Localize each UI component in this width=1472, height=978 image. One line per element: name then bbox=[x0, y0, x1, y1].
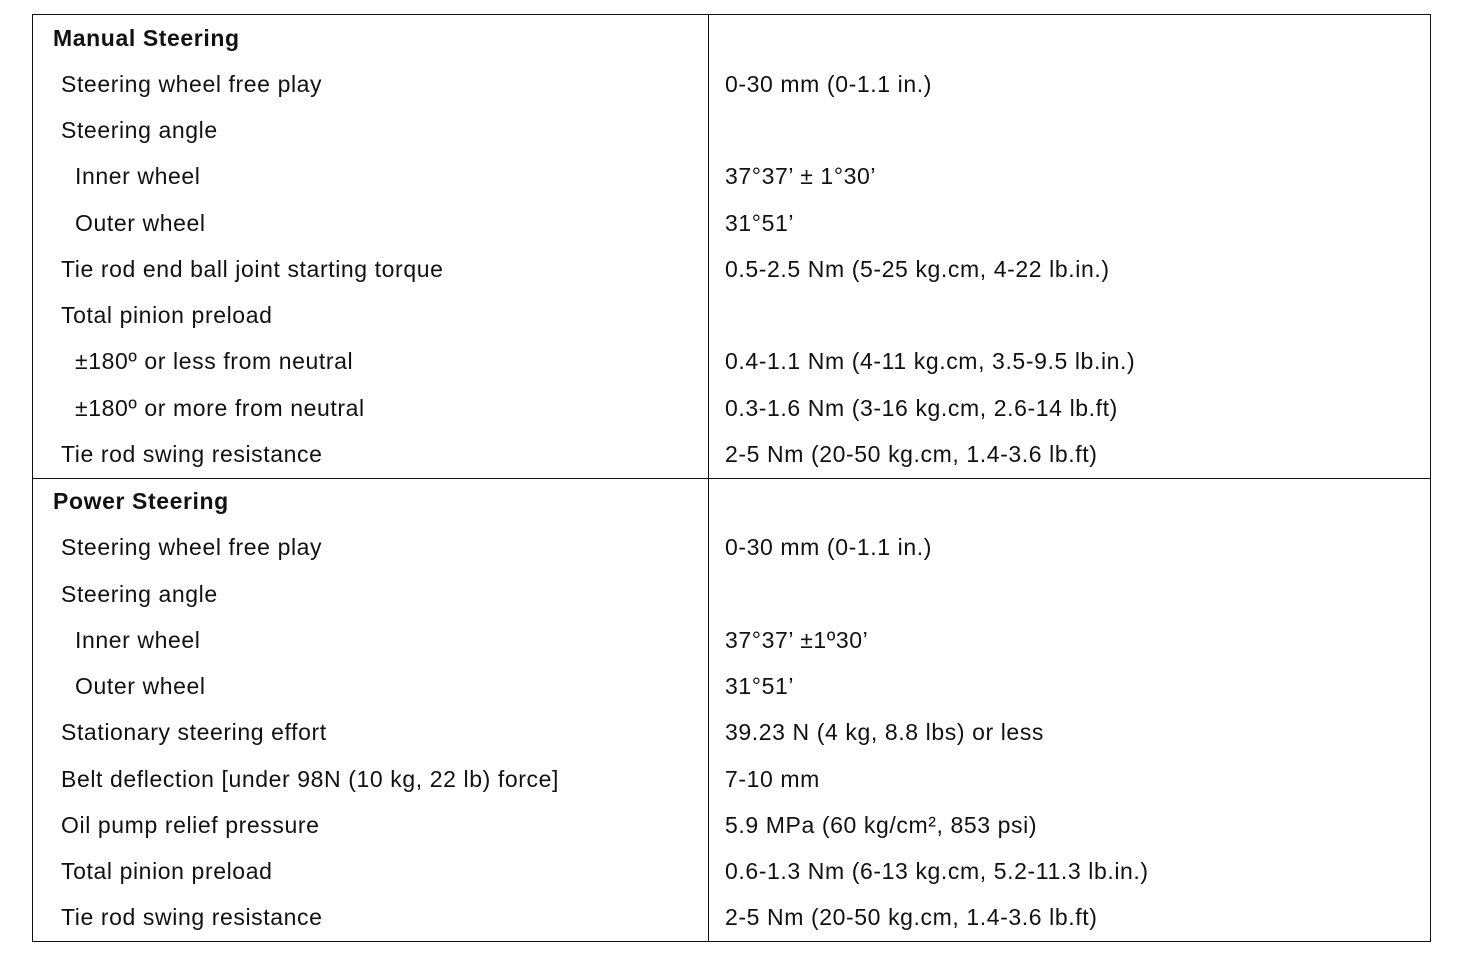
spec-value: 7-10 mm bbox=[708, 756, 1431, 803]
spec-value: 0.6-1.3 Nm (6-13 kg.cm, 5.2-11.3 lb.in.) bbox=[708, 848, 1431, 895]
spec-value bbox=[708, 107, 1431, 154]
table-row: Stationary steering effort 39.23 N (4 kg… bbox=[32, 709, 1431, 756]
section-header-row: Power Steering bbox=[32, 478, 1431, 525]
table-row: Inner wheel 37°37’ ±1º30’ bbox=[32, 617, 1431, 664]
table-row: Total pinion preload bbox=[32, 292, 1431, 339]
section-title: Power Steering bbox=[32, 478, 709, 525]
spec-label: Inner wheel bbox=[32, 617, 709, 664]
spec-value: 0.4-1.1 Nm (4-11 kg.cm, 3.5-9.5 lb.in.) bbox=[708, 338, 1431, 385]
spec-label: Outer wheel bbox=[32, 663, 709, 710]
spec-value: 31°51’ bbox=[708, 663, 1431, 710]
manual-steering-section: Manual Steering Steering wheel free play… bbox=[32, 14, 1431, 478]
table-row: Oil pump relief pressure 5.9 MPa (60 kg/… bbox=[32, 802, 1431, 849]
spec-label: Oil pump relief pressure bbox=[32, 802, 709, 849]
spec-label: Steering wheel free play bbox=[32, 61, 709, 108]
table-row: Steering angle bbox=[32, 571, 1431, 618]
table-row: Outer wheel 31°51’ bbox=[32, 200, 1431, 247]
table-row: Tie rod swing resistance 2-5 Nm (20-50 k… bbox=[32, 431, 1431, 478]
spec-label: Tie rod end ball joint starting torque bbox=[32, 246, 709, 293]
spec-label: Steering angle bbox=[32, 107, 709, 154]
table-row: Tie rod swing resistance 2-5 Nm (20-50 k… bbox=[32, 894, 1431, 942]
steering-specifications-table: Manual Steering Steering wheel free play… bbox=[32, 14, 1431, 942]
spec-label: Tie rod swing resistance bbox=[32, 431, 709, 478]
table-row: Outer wheel 31°51’ bbox=[32, 663, 1431, 710]
table-row: Belt deflection [under 98N (10 kg, 22 lb… bbox=[32, 756, 1431, 803]
section-title: Manual Steering bbox=[32, 14, 709, 62]
spec-label: ±180º or more from neutral bbox=[32, 385, 709, 432]
spec-value: 0-30 mm (0-1.1 in.) bbox=[708, 524, 1431, 571]
spec-value: 0-30 mm (0-1.1 in.) bbox=[708, 61, 1431, 108]
spec-label: Stationary steering effort bbox=[32, 709, 709, 756]
spec-label: Steering wheel free play bbox=[32, 524, 709, 571]
power-steering-section: Power Steering Steering wheel free play … bbox=[32, 478, 1431, 942]
spec-label: Steering angle bbox=[32, 571, 709, 618]
section-header-value-cell bbox=[708, 478, 1431, 525]
spec-value: 37°37’ ±1º30’ bbox=[708, 617, 1431, 664]
spec-label: Inner wheel bbox=[32, 153, 709, 200]
spec-value: 31°51’ bbox=[708, 200, 1431, 247]
spec-value: 0.3-1.6 Nm (3-16 kg.cm, 2.6-14 lb.ft) bbox=[708, 385, 1431, 432]
spec-value: 2-5 Nm (20-50 kg.cm, 1.4-3.6 lb.ft) bbox=[708, 431, 1431, 478]
spec-value: 0.5-2.5 Nm (5-25 kg.cm, 4-22 lb.in.) bbox=[708, 246, 1431, 293]
table-row: Steering angle bbox=[32, 107, 1431, 154]
spec-value: 2-5 Nm (20-50 kg.cm, 1.4-3.6 lb.ft) bbox=[708, 894, 1431, 942]
table-row: Total pinion preload 0.6-1.3 Nm (6-13 kg… bbox=[32, 848, 1431, 895]
spec-value: 5.9 MPa (60 kg/cm², 853 psi) bbox=[708, 802, 1431, 849]
spec-label: Total pinion preload bbox=[32, 848, 709, 895]
spec-label: ±180º or less from neutral bbox=[32, 338, 709, 385]
table-row: ±180º or less from neutral 0.4-1.1 Nm (4… bbox=[32, 338, 1431, 385]
spec-value bbox=[708, 292, 1431, 339]
table-row: ±180º or more from neutral 0.3-1.6 Nm (3… bbox=[32, 385, 1431, 432]
section-header-value-cell bbox=[708, 14, 1431, 62]
spec-value: 39.23 N (4 kg, 8.8 lbs) or less bbox=[708, 709, 1431, 756]
table-row: Inner wheel 37°37’ ± 1°30’ bbox=[32, 153, 1431, 200]
table-row: Steering wheel free play 0-30 mm (0-1.1 … bbox=[32, 524, 1431, 571]
spec-value bbox=[708, 571, 1431, 618]
spec-label: Outer wheel bbox=[32, 200, 709, 247]
spec-label: Tie rod swing resistance bbox=[32, 894, 709, 942]
spec-value: 37°37’ ± 1°30’ bbox=[708, 153, 1431, 200]
table-row: Steering wheel free play 0-30 mm (0-1.1 … bbox=[32, 61, 1431, 108]
section-header-row: Manual Steering bbox=[32, 14, 1431, 62]
table-row: Tie rod end ball joint starting torque 0… bbox=[32, 246, 1431, 293]
spec-label: Total pinion preload bbox=[32, 292, 709, 339]
spec-label: Belt deflection [under 98N (10 kg, 22 lb… bbox=[32, 756, 709, 803]
